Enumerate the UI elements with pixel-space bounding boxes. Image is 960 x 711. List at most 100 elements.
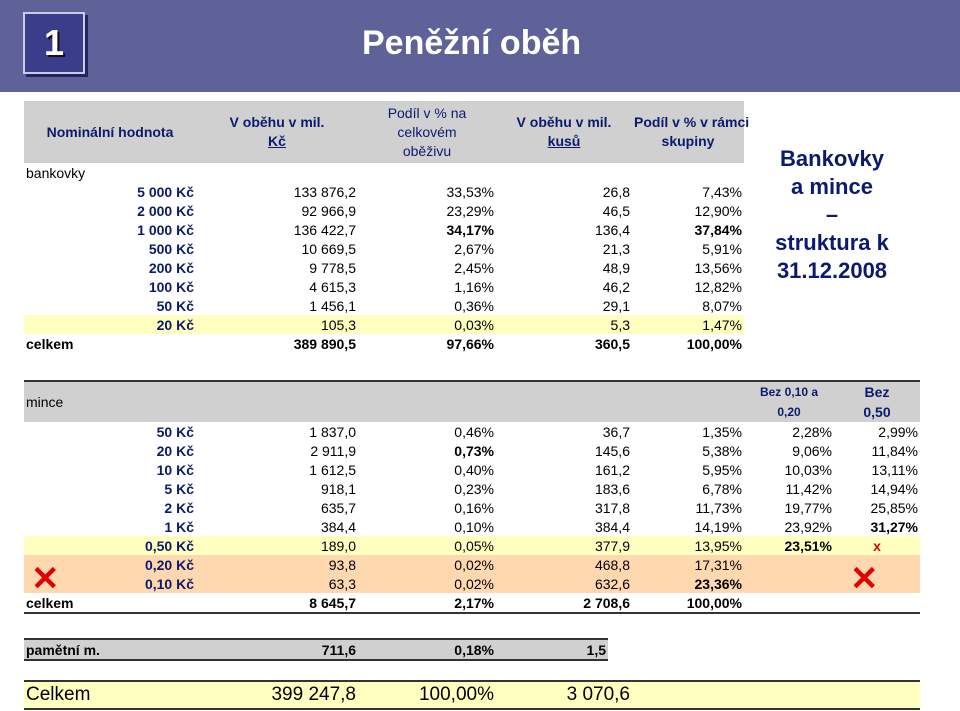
share-group: 7,43% (702, 183, 742, 200)
denomination: 0,20 Kč (24, 555, 196, 574)
total-label: celkem (24, 593, 196, 614)
amount-mil-kc: 1 456,1 (309, 297, 356, 314)
share-group: 12,90% (694, 202, 742, 219)
share-total: 34,17% (446, 221, 494, 238)
share-total: 0,02% (358, 574, 496, 593)
table-row: 50 Kč 1 456,1 0,36% 29,1 8,07% (24, 296, 744, 315)
table-row: 10 Kč 1 612,5 0,40% 161,2 5,95% 10,03% 1… (24, 460, 920, 479)
pieces: 5,3 (496, 315, 632, 334)
denomination: 50 Kč (156, 297, 194, 314)
banknotes-header-row: Nominální hodnota V oběhu v mil. Kč Podíl… (24, 101, 749, 163)
title-bar (0, 0, 960, 92)
pieces: 29,1 (602, 297, 630, 314)
coins-table: mince Bez 0,10 a 0,20 Bez 0,50 50 Kč 1 837… (24, 380, 920, 614)
total-row: celkem 8 645,7 2,17% 2 708,6 100,00% (24, 593, 920, 614)
pieces: 46,5 (602, 202, 630, 219)
side-line: Bankovky (780, 146, 884, 171)
pieces: 46,2 (602, 278, 630, 295)
amount-mil-kc: 189,0 (196, 536, 358, 555)
pieces: 3 070,6 (496, 680, 632, 710)
share-total: 0,46% (454, 423, 494, 440)
amount-mil-kc: 10 669,5 (301, 240, 357, 257)
amount-mil-kc: 93,8 (196, 555, 358, 574)
share-total: 97,66% (446, 335, 494, 352)
table-row: 20 Kč 2 911,9 0,73% 145,6 5,38% 9,06% 11… (24, 441, 920, 460)
header-nominal: Nominální hodnota (24, 101, 196, 163)
share-group: 12,82% (694, 278, 742, 295)
side-line: struktura k (775, 230, 889, 255)
table-row: 2 000 Kč 92 966,9 23,29% 46,5 12,90% (24, 201, 744, 220)
pieces: 384,4 (594, 518, 630, 535)
header-without-050: Bez 0,50 (834, 380, 920, 422)
side-line: 31.12.2008 (776, 258, 888, 283)
side-line: a mince (791, 174, 873, 199)
pieces: 377,9 (496, 536, 632, 555)
share-group: 1,35% (702, 423, 742, 440)
pieces: 145,6 (594, 442, 630, 459)
amount-mil-kc: 711,6 (196, 638, 358, 661)
denomination: 50 Kč (156, 423, 194, 440)
denomination: 0,50 Kč (24, 536, 196, 555)
commemorative-row: pamětní m. 711,6 0,18% 1,5 (24, 638, 608, 661)
share-group: 14,19% (694, 518, 742, 535)
header-share-total: Podíl v % na celkovém oběživu (358, 101, 496, 163)
header-without-010-020: Bez 0,10 a 0,20 (744, 380, 834, 422)
share-group: 8,07% (702, 297, 742, 314)
share-without-050: 2,99% (878, 423, 918, 440)
side-line: – (825, 202, 839, 227)
table-row: 1 000 Kč 136 422,7 34,17% 136,4 37,84% (24, 220, 744, 239)
share-total: 0,36% (454, 297, 494, 314)
pieces: 136,4 (594, 221, 630, 238)
table-row: 200 Kč 9 778,5 2,45% 48,9 13,56% (24, 258, 744, 277)
table-row: 5 000 Kč 133 876,2 33,53% 26,8 7,43% (24, 182, 744, 201)
share-group: 100,00% (632, 593, 744, 614)
share-without-050: 25,85% (870, 499, 918, 516)
share-total: 0,10% (454, 518, 494, 535)
commemorative-table: pamětní m. 711,6 0,18% 1,5 (24, 638, 608, 661)
cross-mark-icon: ✕ (850, 560, 879, 598)
amount-mil-kc: 4 615,3 (309, 278, 356, 295)
share-total: 2,17% (358, 593, 496, 614)
pieces: 468,8 (496, 555, 632, 574)
section-label: bankovky (26, 164, 86, 181)
amount-mil-kc: 133 876,2 (293, 183, 356, 200)
amount-mil-kc: 1 612,5 (309, 461, 356, 478)
denomination: 500 Kč (148, 240, 194, 257)
amount-mil-kc: 63,3 (196, 574, 358, 593)
amount-mil-kc: 92 966,9 (301, 202, 357, 219)
banknotes-table: Nominální hodnota V oběhu v mil. Kč Podíl… (24, 101, 749, 353)
share-total: 0,23% (454, 480, 494, 497)
pieces: 183,6 (594, 480, 630, 497)
denomination: 100 Kč (148, 278, 194, 295)
amount-mil-kc: 918,1 (320, 480, 356, 497)
amount-mil-kc: 399 247,8 (196, 680, 358, 710)
pieces: 317,8 (594, 499, 630, 516)
amount-mil-kc: 2 911,9 (310, 442, 356, 459)
amount-mil-kc: 635,7 (320, 499, 356, 516)
table-row: 2 Kč 635,7 0,16% 317,8 11,73% 19,77% 25,… (24, 498, 920, 517)
pieces: 26,8 (602, 183, 630, 200)
share-without-010-020: 11,42% (785, 480, 832, 497)
share-group: 23,36% (632, 574, 744, 593)
header-pieces: V oběhu v mil. kusů (496, 101, 632, 163)
share-group: 6,78% (702, 480, 742, 497)
table-row: 0,20 Kč 93,8 0,02% 468,8 17,31% (24, 555, 920, 574)
table-row: 5 Kč 918,1 0,23% 183,6 6,78% 11,42% 14,9… (24, 479, 920, 498)
pieces: 48,9 (602, 259, 630, 276)
denomination: 2 Kč (164, 499, 194, 516)
denomination: 1 000 Kč (137, 221, 194, 238)
share-without-050: x (834, 536, 920, 555)
pieces: 2 708,6 (496, 593, 632, 614)
share-total: 2,45% (454, 259, 494, 276)
share-total: 2,67% (454, 240, 494, 257)
share-without-050: 14,94% (870, 480, 918, 497)
share-total: 0,73% (454, 442, 494, 459)
share-group: 13,56% (694, 259, 742, 276)
table-row: 0,10 Kč 63,3 0,02% 632,6 23,36% (24, 574, 920, 593)
share-group: 17,31% (632, 555, 744, 574)
grand-total-row: Celkem 399 247,8 100,00% 3 070,6 (24, 680, 920, 710)
coins-header-row: mince Bez 0,10 a 0,20 Bez 0,50 (24, 380, 920, 422)
share-group: 100,00% (686, 335, 742, 352)
share-without-050: 13,11% (871, 461, 918, 478)
denomination: 0,10 Kč (24, 574, 196, 593)
